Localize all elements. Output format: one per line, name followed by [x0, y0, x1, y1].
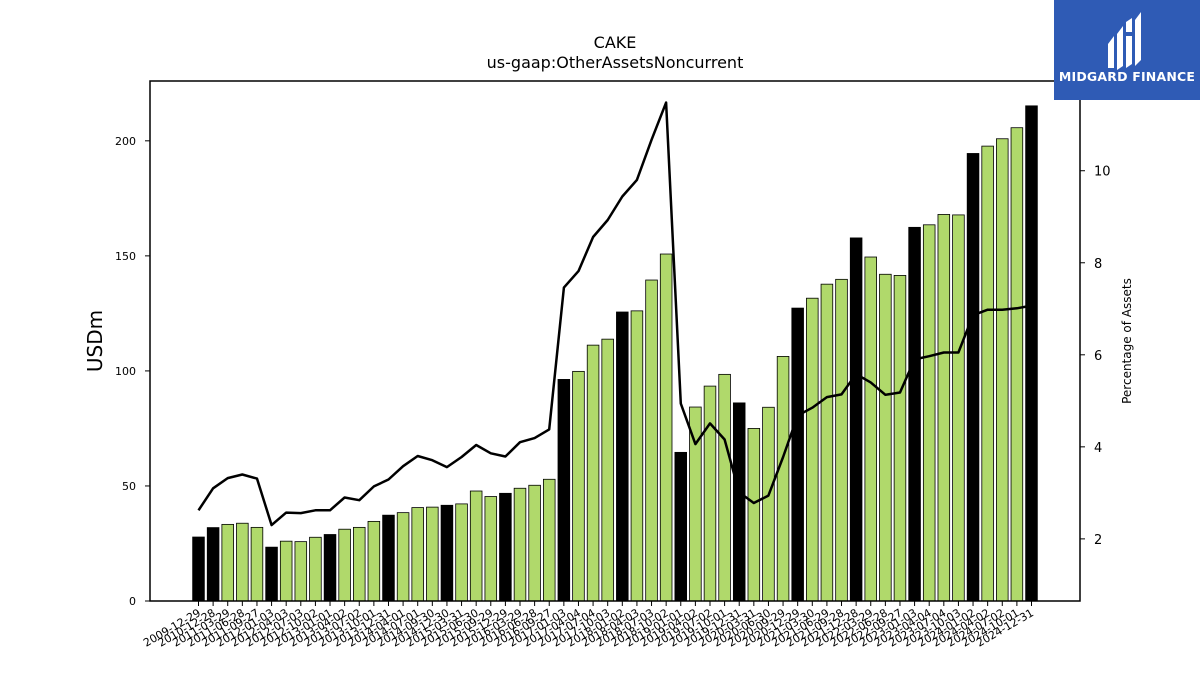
- bar: [922, 224, 936, 602]
- bar: [469, 490, 483, 602]
- bar: [338, 528, 351, 602]
- bar: [426, 506, 439, 602]
- bar: [893, 275, 907, 602]
- bar: [981, 145, 994, 602]
- bar: [674, 451, 688, 602]
- bar: [499, 492, 512, 602]
- bar: [455, 503, 468, 602]
- y-axis-label: USDm: [83, 310, 107, 372]
- percentage-line: [197, 101, 1032, 527]
- bar: [513, 487, 527, 602]
- bar: [236, 522, 249, 602]
- bar: [484, 496, 498, 602]
- y-tick-label: 200: [115, 135, 136, 148]
- bar: [791, 307, 804, 602]
- bar: [601, 338, 614, 602]
- bar: [703, 385, 717, 602]
- y-tick-label: 50: [122, 480, 136, 493]
- bar: [206, 527, 220, 602]
- bar: [864, 256, 877, 602]
- bar: [572, 370, 585, 602]
- bar: [747, 428, 761, 602]
- bar: [849, 237, 863, 602]
- y-tick-label: 0: [129, 595, 136, 608]
- bar: [659, 253, 673, 602]
- bar: [952, 214, 965, 602]
- bar: [732, 402, 746, 602]
- y-tick-label: 100: [115, 365, 136, 378]
- y2-tick-label: 6: [1094, 349, 1102, 364]
- y2-tick-label: 10: [1094, 165, 1111, 180]
- bar: [937, 214, 951, 602]
- bar: [776, 356, 790, 602]
- brand-logo: MIDGARD FINANCE: [1054, 0, 1200, 100]
- bar: [250, 526, 264, 602]
- bar: [309, 536, 322, 602]
- bar: [192, 536, 205, 602]
- bar: [645, 279, 658, 602]
- bar: [323, 534, 337, 602]
- bar: [279, 540, 293, 602]
- bar: [820, 283, 834, 602]
- bar: [586, 344, 600, 602]
- bar: [557, 379, 571, 602]
- y2-axis-label: Percentage of Assets: [1120, 278, 1134, 404]
- brand-name: MIDGARD FINANCE: [1058, 69, 1196, 84]
- bar: [221, 523, 234, 602]
- bar: [966, 153, 980, 602]
- bar: [630, 310, 644, 602]
- bar: [806, 297, 819, 602]
- bar: [762, 406, 775, 602]
- bar: [879, 273, 892, 602]
- bar: [294, 541, 308, 602]
- bar: [1025, 105, 1038, 602]
- y2-tick-label: 2: [1094, 533, 1102, 548]
- midgard-logo-icon: [1108, 12, 1141, 70]
- bar: [353, 526, 366, 602]
- plot-frame: [149, 80, 1081, 602]
- bar: [1010, 127, 1024, 602]
- bar: [718, 373, 731, 602]
- bar: [542, 478, 556, 602]
- chart-title: CAKE: [594, 33, 637, 52]
- bar: [996, 138, 1009, 602]
- bar: [616, 311, 629, 602]
- bar: [265, 546, 278, 602]
- bar: [440, 504, 454, 602]
- bar: [367, 520, 381, 602]
- bar: [411, 507, 424, 602]
- bar: [528, 484, 541, 602]
- bar: [908, 226, 921, 602]
- bar: [396, 512, 410, 602]
- bar: [382, 514, 395, 602]
- chart-subtitle: us-gaap:OtherAssetsNoncurrent: [487, 53, 744, 72]
- y2-tick-label: 8: [1094, 257, 1102, 272]
- y-tick-label: 150: [115, 250, 136, 263]
- y2-tick-label: 4: [1094, 441, 1102, 456]
- bar: [835, 278, 848, 602]
